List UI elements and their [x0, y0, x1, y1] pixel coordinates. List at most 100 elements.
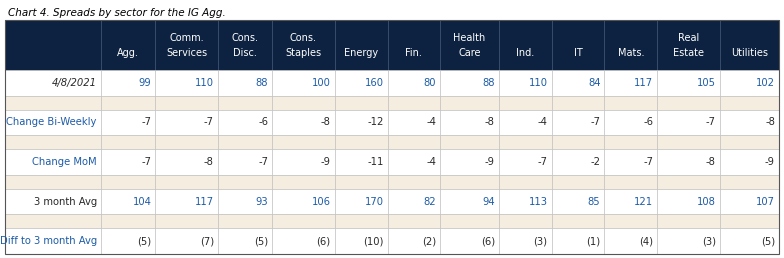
Bar: [552, 175, 604, 189]
Bar: [5, 189, 101, 214]
Text: Diff to 3 month Avg: Diff to 3 month Avg: [0, 236, 97, 246]
Text: -7: -7: [538, 157, 547, 167]
Bar: [272, 189, 335, 214]
Text: Estate: Estate: [673, 47, 704, 58]
Bar: [604, 70, 657, 96]
Text: Disc.: Disc.: [233, 47, 257, 58]
Bar: [720, 228, 779, 254]
Text: (2): (2): [423, 236, 437, 246]
Bar: [155, 214, 218, 228]
Bar: [218, 175, 272, 189]
Text: (1): (1): [586, 236, 601, 246]
Bar: [499, 175, 552, 189]
Bar: [272, 214, 335, 228]
Bar: [101, 70, 155, 96]
Text: 117: 117: [634, 78, 653, 88]
Text: -8: -8: [485, 117, 495, 127]
Bar: [720, 70, 779, 96]
Bar: [387, 70, 441, 96]
Bar: [218, 149, 272, 175]
Bar: [720, 96, 779, 110]
Text: -11: -11: [367, 157, 383, 167]
Bar: [272, 228, 335, 254]
Text: -6: -6: [258, 117, 268, 127]
Text: 82: 82: [423, 197, 437, 207]
Text: -9: -9: [321, 157, 331, 167]
Bar: [101, 20, 155, 70]
Bar: [499, 135, 552, 149]
Bar: [441, 175, 499, 189]
Bar: [335, 135, 387, 149]
Bar: [5, 228, 101, 254]
Bar: [604, 110, 657, 135]
Bar: [499, 110, 552, 135]
Text: (4): (4): [639, 236, 653, 246]
Bar: [441, 189, 499, 214]
Bar: [387, 20, 441, 70]
Text: 110: 110: [528, 78, 547, 88]
Text: (3): (3): [534, 236, 547, 246]
Bar: [604, 189, 657, 214]
Bar: [441, 149, 499, 175]
Text: -4: -4: [426, 117, 437, 127]
Bar: [5, 175, 101, 189]
Bar: [657, 110, 720, 135]
Bar: [155, 228, 218, 254]
Text: -7: -7: [643, 157, 653, 167]
Bar: [552, 135, 604, 149]
Bar: [604, 228, 657, 254]
Bar: [604, 96, 657, 110]
Text: -8: -8: [765, 117, 775, 127]
Text: -2: -2: [590, 157, 601, 167]
Text: Real: Real: [678, 33, 699, 43]
Text: (5): (5): [137, 236, 151, 246]
Bar: [5, 20, 101, 70]
Bar: [5, 149, 101, 175]
Text: Cons.: Cons.: [231, 33, 259, 43]
Bar: [604, 214, 657, 228]
Bar: [335, 96, 387, 110]
Bar: [218, 20, 272, 70]
Bar: [657, 70, 720, 96]
Bar: [387, 96, 441, 110]
Bar: [218, 96, 272, 110]
Bar: [499, 228, 552, 254]
Bar: [218, 189, 272, 214]
Bar: [272, 135, 335, 149]
Bar: [272, 96, 335, 110]
Bar: [657, 96, 720, 110]
Bar: [441, 214, 499, 228]
Bar: [552, 20, 604, 70]
Bar: [499, 149, 552, 175]
Bar: [218, 135, 272, 149]
Bar: [720, 110, 779, 135]
Bar: [101, 189, 155, 214]
Text: 160: 160: [365, 78, 383, 88]
Text: Ind.: Ind.: [516, 47, 535, 58]
Text: 104: 104: [132, 197, 151, 207]
Text: Change Bi-Weekly: Change Bi-Weekly: [6, 117, 97, 127]
Text: 88: 88: [256, 78, 268, 88]
Bar: [441, 228, 499, 254]
Bar: [552, 110, 604, 135]
Bar: [720, 135, 779, 149]
Bar: [552, 228, 604, 254]
Text: 121: 121: [634, 197, 653, 207]
Bar: [720, 175, 779, 189]
Text: -7: -7: [706, 117, 716, 127]
Bar: [155, 70, 218, 96]
Text: IT: IT: [574, 47, 583, 58]
Bar: [5, 110, 101, 135]
Bar: [335, 214, 387, 228]
Bar: [552, 189, 604, 214]
Text: 3 month Avg: 3 month Avg: [34, 197, 97, 207]
Bar: [604, 20, 657, 70]
Text: Chart 4. Spreads by sector for the IG Agg.: Chart 4. Spreads by sector for the IG Ag…: [8, 8, 226, 18]
Bar: [387, 175, 441, 189]
Text: -8: -8: [204, 157, 214, 167]
Bar: [155, 175, 218, 189]
Bar: [657, 214, 720, 228]
Text: -9: -9: [765, 157, 775, 167]
Text: Change MoM: Change MoM: [32, 157, 97, 167]
Text: 88: 88: [482, 78, 495, 88]
